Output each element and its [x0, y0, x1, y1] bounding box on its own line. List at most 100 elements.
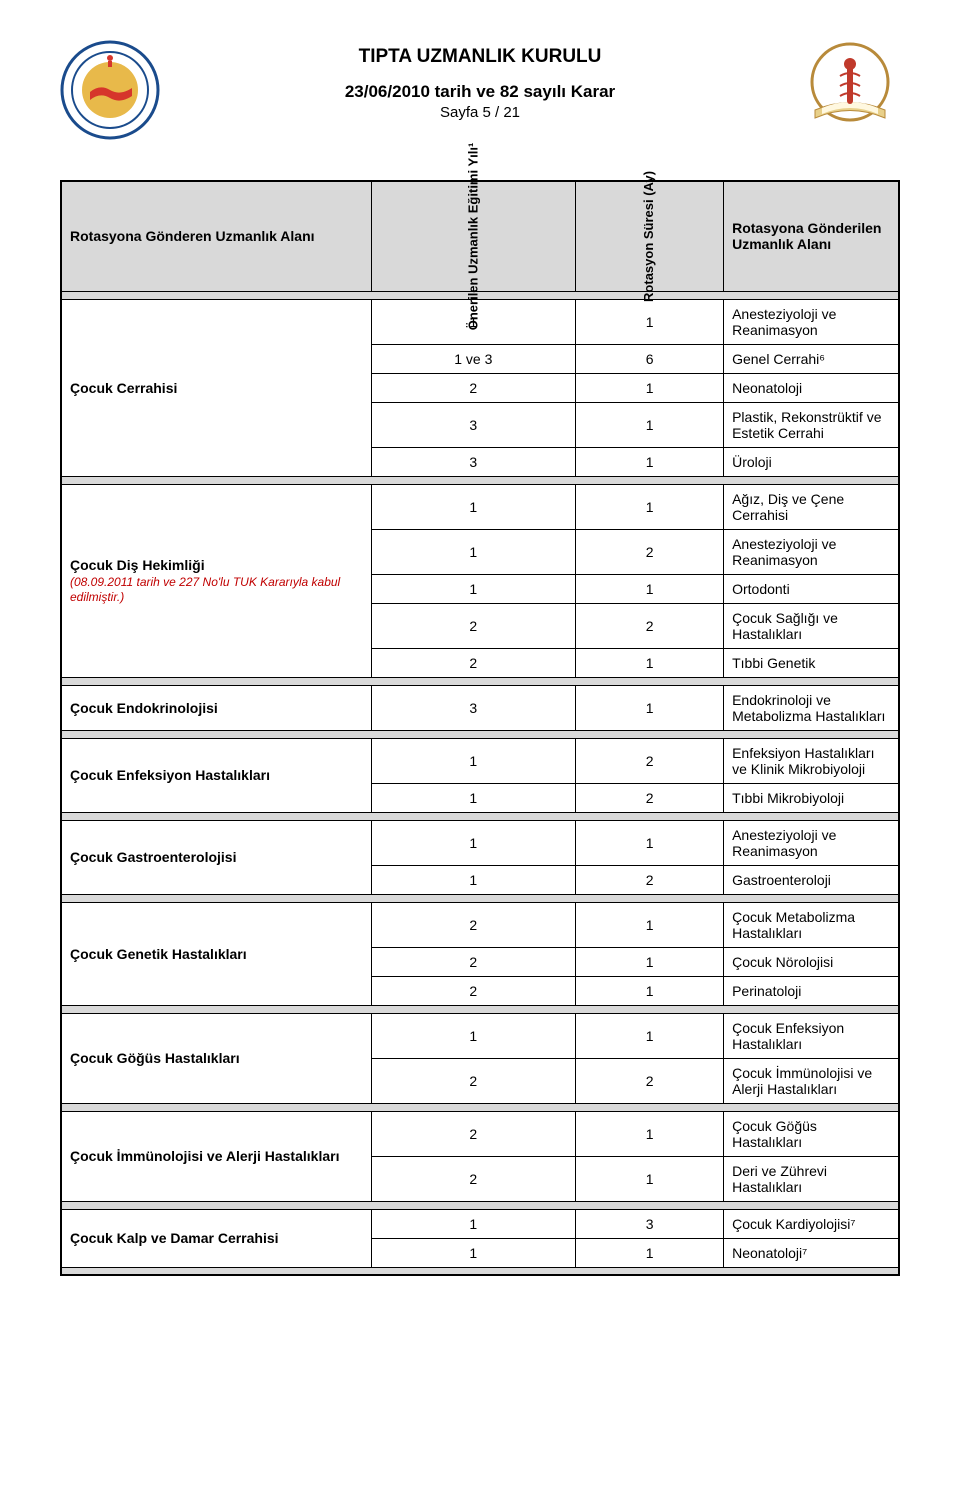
year-cell: 2: [371, 603, 576, 648]
receiving-area-cell: Çocuk Nörolojisi: [724, 947, 899, 976]
spacer-row: [61, 1201, 899, 1209]
sending-area-cell: Çocuk İmmünolojisi ve Alerji Hastalıklar…: [61, 1111, 371, 1201]
year-cell: 2: [371, 648, 576, 677]
spacer-row: [61, 476, 899, 484]
duration-cell: 1: [576, 574, 724, 603]
year-cell: 1: [371, 865, 576, 894]
spacer-row: [61, 730, 899, 738]
sending-area-label: Çocuk Diş Hekimliği: [70, 557, 205, 573]
table-row: Çocuk Genetik Hastalıkları21Çocuk Metabo…: [61, 902, 899, 947]
table-row: Çocuk Göğüs Hastalıkları11Çocuk Enfeksiy…: [61, 1013, 899, 1058]
receiving-area-cell: Çocuk Göğüs Hastalıkları: [724, 1111, 899, 1156]
year-cell: 1: [371, 1209, 576, 1238]
year-cell: 2: [371, 902, 576, 947]
th-sending-area: Rotasyona Gönderen Uzmanlık Alanı: [61, 181, 371, 291]
receiving-area-cell: Ortodonti: [724, 574, 899, 603]
year-cell: 2: [371, 947, 576, 976]
table-row: Çocuk İmmünolojisi ve Alerji Hastalıklar…: [61, 1111, 899, 1156]
receiving-area-cell: Anesteziyoloji ve Reanimasyon: [724, 820, 899, 865]
duration-cell: 1: [576, 373, 724, 402]
duration-cell: 1: [576, 976, 724, 1005]
page-header: TIPTA UZMANLIK KURULU 23/06/2010 tarih v…: [60, 40, 900, 140]
year-cell: 1: [371, 738, 576, 783]
th-duration: Rotasyon Süresi (Ay): [576, 181, 724, 291]
spacer-row: [61, 894, 899, 902]
table-head: Rotasyona Gönderen Uzmanlık Alanı Öneril…: [61, 181, 899, 291]
sending-area-cell: Çocuk Gastroenterolojisi: [61, 820, 371, 894]
year-cell: 1: [371, 1238, 576, 1267]
receiving-area-cell: Tıbbi Genetik: [724, 648, 899, 677]
rotation-table: Rotasyona Gönderen Uzmanlık Alanı Öneril…: [60, 180, 900, 1276]
sending-area-cell: Çocuk Enfeksiyon Hastalıkları: [61, 738, 371, 812]
duration-cell: 3: [576, 1209, 724, 1238]
receiving-area-cell: Endokrinoloji ve Metabolizma Hastalıklar…: [724, 685, 899, 730]
sub-title: 23/06/2010 tarih ve 82 sayılı Karar: [160, 82, 800, 102]
year-cell: 3: [371, 685, 576, 730]
sending-area-label: Çocuk Genetik Hastalıkları: [70, 946, 247, 962]
table-row: Çocuk Endokrinolojisi31Endokrinoloji ve …: [61, 685, 899, 730]
sending-area-label: Çocuk Cerrahisi: [70, 380, 177, 396]
spacer-row: [61, 812, 899, 820]
duration-cell: 1: [576, 1013, 724, 1058]
spacer-row: [61, 677, 899, 685]
duration-cell: 1: [576, 947, 724, 976]
duration-cell: 2: [576, 603, 724, 648]
duration-cell: 1: [576, 902, 724, 947]
year-cell: 2: [371, 1058, 576, 1103]
duration-cell: 1: [576, 1238, 724, 1267]
year-cell: 1: [371, 484, 576, 529]
duration-cell: 1: [576, 447, 724, 476]
header-text-block: TIPTA UZMANLIK KURULU 23/06/2010 tarih v…: [160, 40, 800, 121]
main-title: TIPTA UZMANLIK KURULU: [160, 46, 800, 68]
duration-cell: 1: [576, 648, 724, 677]
receiving-area-cell: Çocuk Metabolizma Hastalıkları: [724, 902, 899, 947]
logo-left-icon: [60, 40, 160, 140]
receiving-area-cell: Plastik, Rekonstrüktif ve Estetik Cerrah…: [724, 402, 899, 447]
sending-area-label: Çocuk İmmünolojisi ve Alerji Hastalıklar…: [70, 1148, 339, 1164]
year-cell: 3: [371, 447, 576, 476]
duration-cell: 1: [576, 820, 724, 865]
sending-area-label: Çocuk Göğüs Hastalıkları: [70, 1050, 240, 1066]
receiving-area-cell: Gastroenteroloji: [724, 865, 899, 894]
year-cell: 1: [371, 783, 576, 812]
receiving-area-cell: Genel Cerrahi⁶: [724, 344, 899, 373]
receiving-area-cell: Anesteziyoloji ve Reanimasyon: [724, 299, 899, 344]
sending-area-label: Çocuk Enfeksiyon Hastalıkları: [70, 767, 270, 783]
duration-cell: 1: [576, 1111, 724, 1156]
page-info: Sayfa 5 / 21: [160, 104, 800, 121]
year-cell: 2: [371, 1156, 576, 1201]
duration-cell: 2: [576, 529, 724, 574]
receiving-area-cell: Çocuk Kardiyolojisi⁷: [724, 1209, 899, 1238]
table-row: Çocuk Diş Hekimliği(08.09.2011 tarih ve …: [61, 484, 899, 529]
year-cell: 1 ve 3: [371, 344, 576, 373]
sending-area-cell: Çocuk Endokrinolojisi: [61, 685, 371, 730]
year-cell: 1: [371, 529, 576, 574]
receiving-area-cell: Perinatoloji: [724, 976, 899, 1005]
spacer-row: [61, 1005, 899, 1013]
duration-cell: 1: [576, 1156, 724, 1201]
table-row: Çocuk Enfeksiyon Hastalıkları12Enfeksiyo…: [61, 738, 899, 783]
receiving-area-cell: Üroloji: [724, 447, 899, 476]
receiving-area-cell: Çocuk Enfeksiyon Hastalıkları: [724, 1013, 899, 1058]
sending-area-note: (08.09.2011 tarih ve 227 No'lu TUK Karar…: [70, 575, 363, 604]
duration-cell: 1: [576, 685, 724, 730]
year-cell: 2: [371, 373, 576, 402]
receiving-area-cell: Ağız, Diş ve Çene Cerrahisi: [724, 484, 899, 529]
sending-area-label: Çocuk Kalp ve Damar Cerrahisi: [70, 1230, 279, 1246]
receiving-area-cell: Anesteziyoloji ve Reanimasyon: [724, 529, 899, 574]
th-year: Önerilen Uzmanlık Eğitimi Yılı¹: [371, 181, 576, 291]
year-cell: 1: [371, 820, 576, 865]
table-row: Çocuk Kalp ve Damar Cerrahisi13Çocuk Kar…: [61, 1209, 899, 1238]
spacer-row: [61, 1103, 899, 1111]
spacer-row: [61, 1267, 899, 1275]
sending-area-cell: Çocuk Genetik Hastalıkları: [61, 902, 371, 1005]
duration-cell: 2: [576, 783, 724, 812]
sending-area-cell: Çocuk Göğüs Hastalıkları: [61, 1013, 371, 1103]
receiving-area-cell: Çocuk İmmünolojisi ve Alerji Hastalıklar…: [724, 1058, 899, 1103]
receiving-area-cell: Deri ve Zührevi Hastalıkları: [724, 1156, 899, 1201]
duration-cell: 6: [576, 344, 724, 373]
duration-cell: 2: [576, 738, 724, 783]
year-cell: 1: [371, 574, 576, 603]
year-cell: 2: [371, 976, 576, 1005]
receiving-area-cell: Neonatoloji⁷: [724, 1238, 899, 1267]
